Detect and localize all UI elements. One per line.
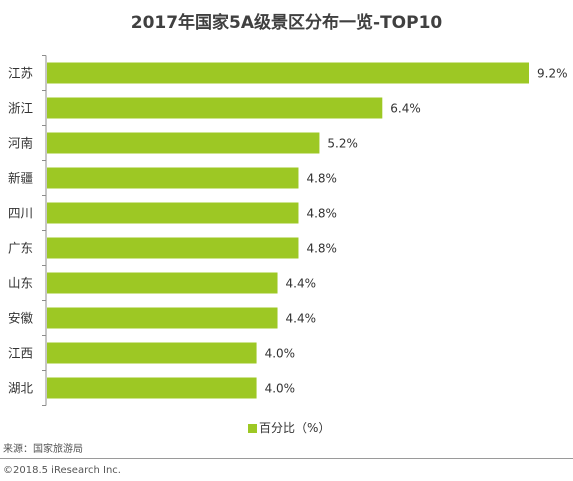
category-label: 江西 [8, 346, 33, 361]
data-label: 9.2% [537, 67, 568, 81]
data-label: 4.0% [265, 347, 296, 361]
chart-title: 2017年国家5A级景区分布一览-TOP10 [130, 13, 443, 33]
bar [47, 377, 257, 399]
category-label: 河南 [8, 136, 33, 151]
data-label: 4.8% [306, 207, 337, 221]
data-label: 5.2% [327, 137, 358, 151]
data-label: 4.0% [265, 382, 296, 396]
source-note: 来源：国家旅游局 [3, 444, 83, 455]
bar [47, 167, 299, 189]
bar [47, 62, 529, 84]
legend-swatch [248, 424, 257, 433]
copyright: ©2018.5 iResearch Inc. [3, 465, 121, 476]
category-label: 浙江 [8, 101, 33, 116]
category-label: 安徽 [8, 311, 34, 326]
bar [47, 237, 299, 259]
data-label: 4.8% [306, 172, 337, 186]
data-label: 4.4% [286, 277, 317, 291]
bar [47, 132, 320, 154]
category-label: 山东 [8, 276, 33, 291]
bar [47, 272, 278, 294]
legend-label: 百分比（%） [259, 421, 331, 435]
footer-divider [0, 458, 573, 459]
bar [47, 202, 299, 224]
category-label: 四川 [8, 206, 33, 221]
data-label: 6.4% [390, 102, 421, 116]
bar [47, 342, 257, 364]
data-label: 4.4% [286, 312, 317, 326]
legend: 百分比（%） [248, 419, 330, 436]
bar [47, 97, 383, 119]
category-label: 湖北 [8, 381, 34, 396]
data-label: 4.8% [306, 242, 337, 256]
category-label: 新疆 [8, 171, 33, 186]
category-label: 广东 [8, 241, 33, 256]
category-label: 江苏 [8, 66, 33, 81]
bar [47, 307, 278, 329]
